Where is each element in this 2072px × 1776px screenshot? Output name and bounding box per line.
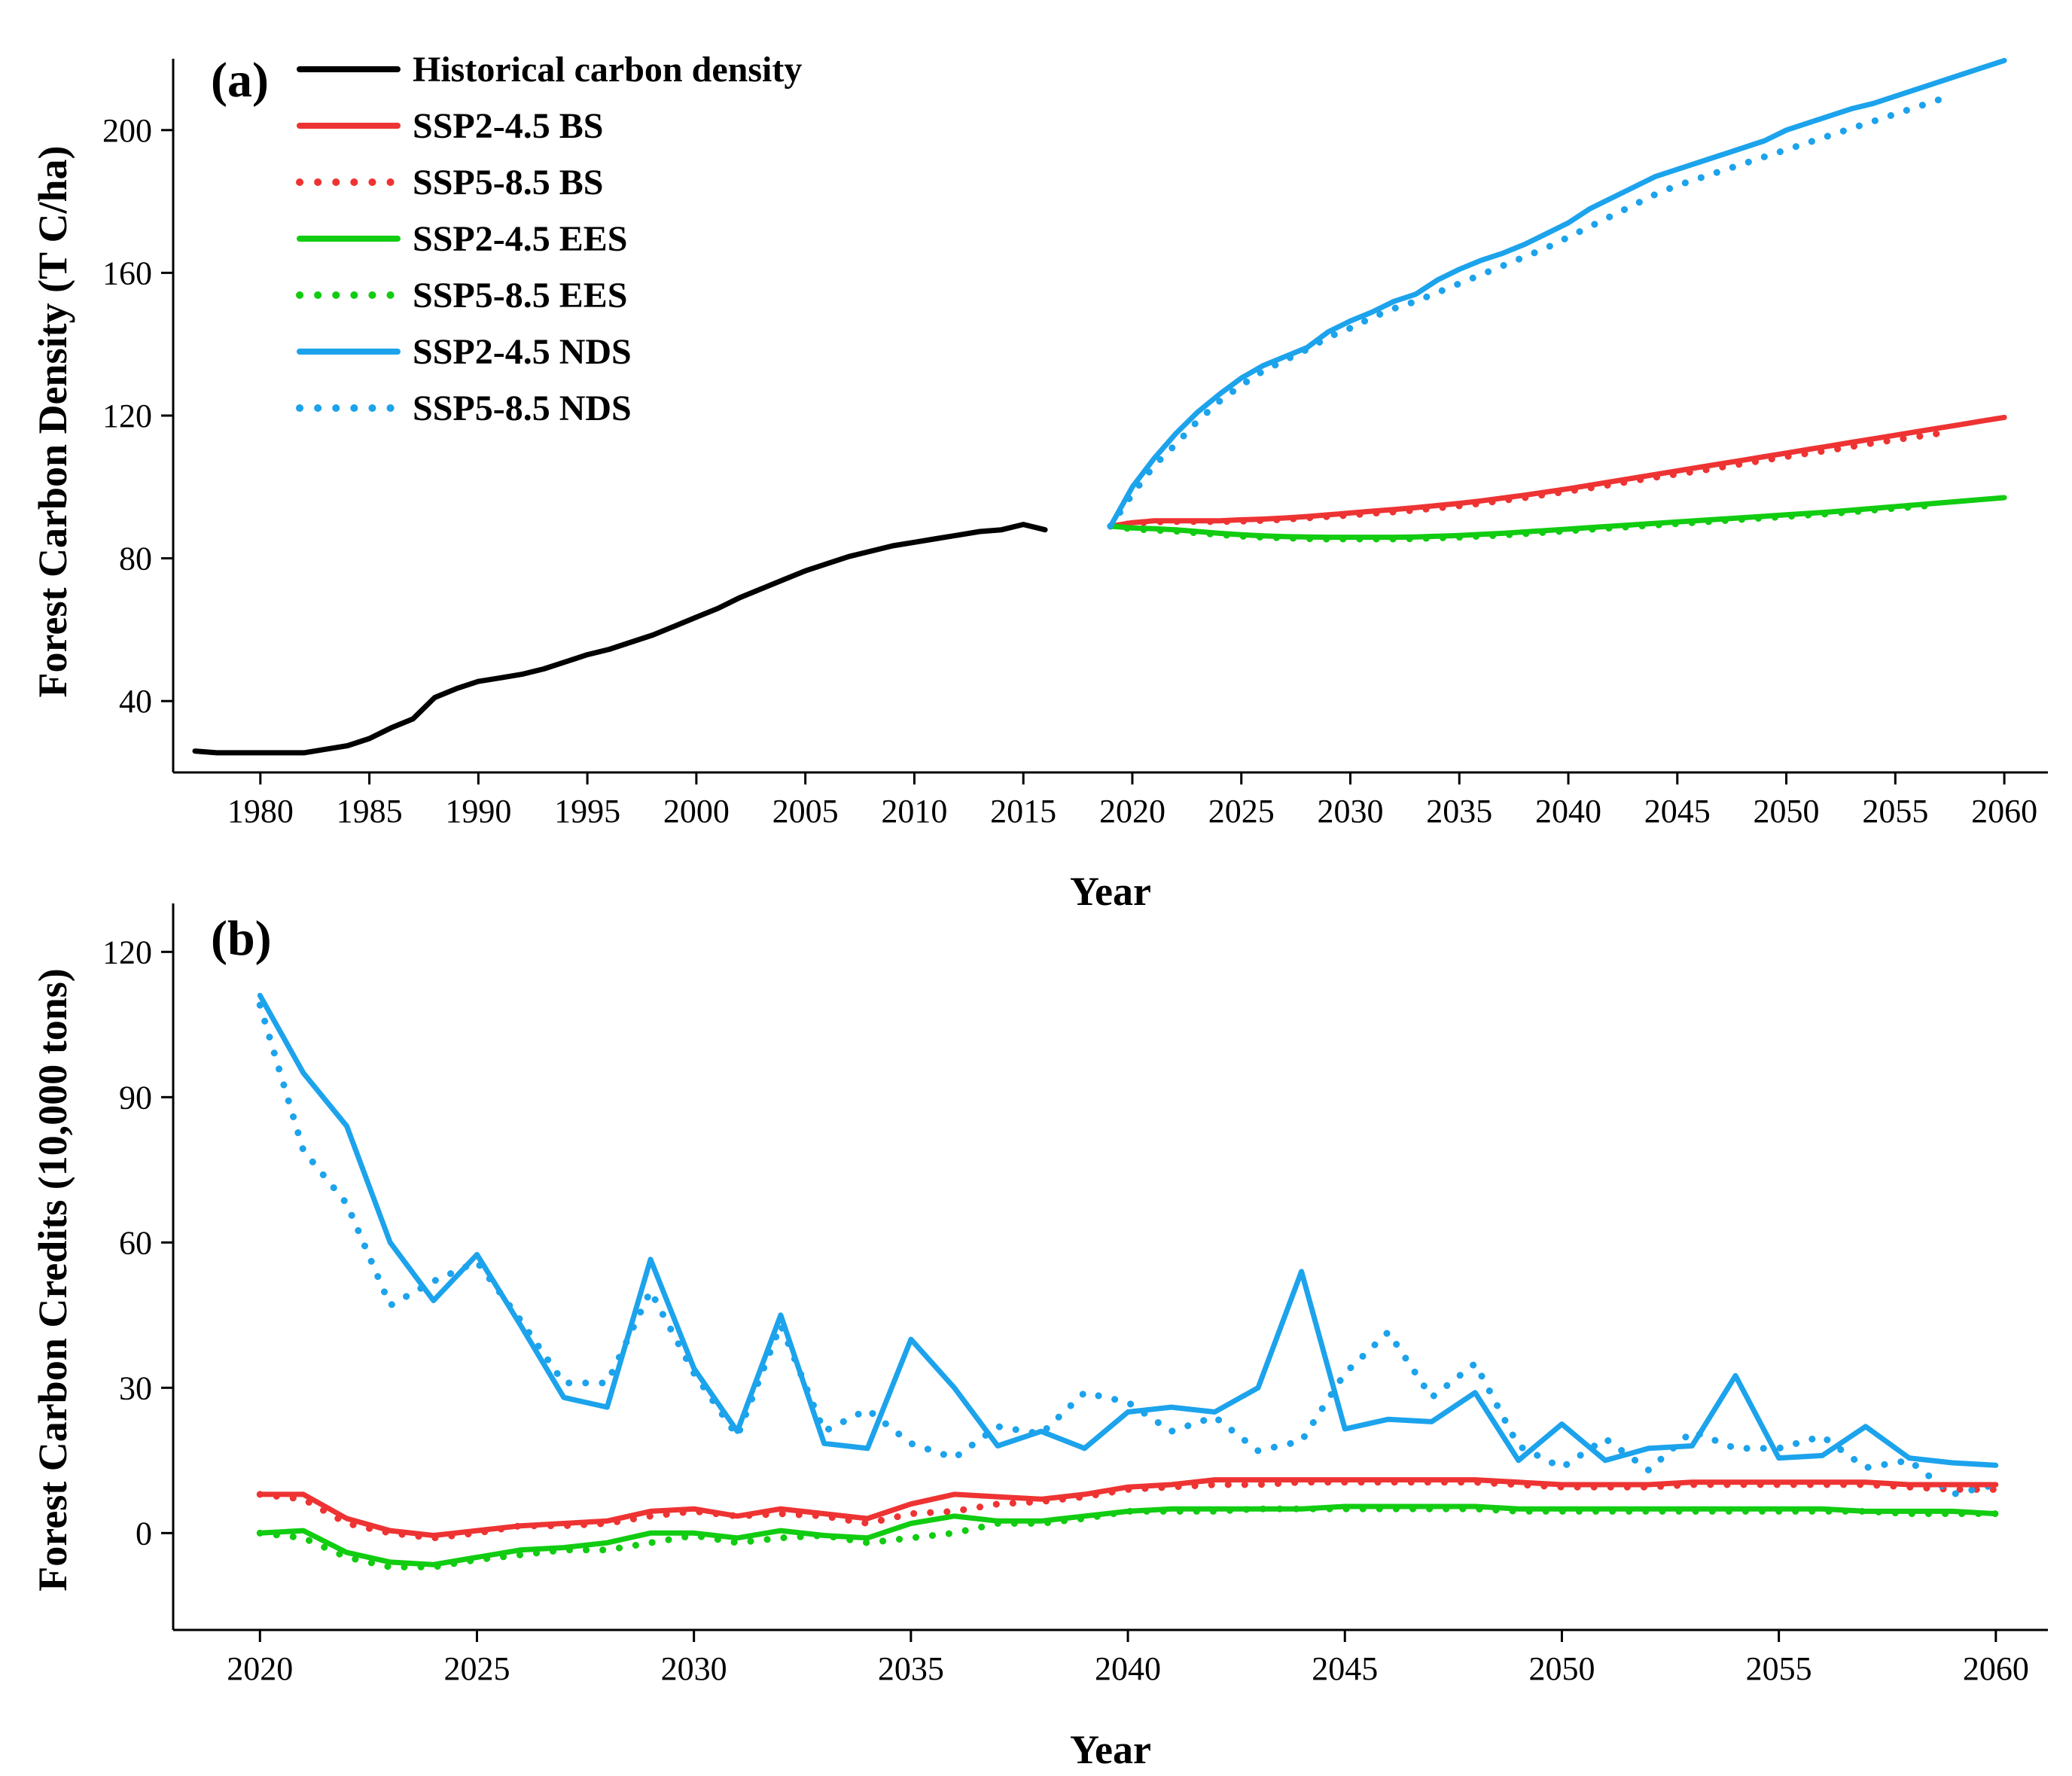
panel-a-y-tick-label: 200 — [102, 112, 152, 149]
panel-a-y-tick-label: 120 — [102, 398, 152, 434]
panel-a-y-ticks: 40 80 120 160 200 — [102, 112, 173, 720]
panel-a-x-tick-label: 2005 — [772, 793, 839, 830]
panel-a-x-tick-label: 1990 — [445, 793, 511, 830]
panel-a-x-tick-label: 1980 — [227, 793, 294, 830]
panel-b-x-tick-label: 2060 — [1963, 1650, 2029, 1687]
panel-a-x-tick-label: 2025 — [1208, 793, 1275, 830]
panel-a-x-tick-label: 2000 — [663, 793, 730, 830]
legend-label-ssp5-8-5-nds: SSP5-8.5 NDS — [413, 388, 632, 428]
panel-a-x-tick-label: 2050 — [1754, 793, 1820, 830]
panel-b-x-axis-title: Year — [1070, 1727, 1151, 1772]
panel-b-y-axis-title: Forest Carbon Credits (10,000 tons) — [30, 968, 75, 1591]
panel-b-y-tick-label: 30 — [119, 1369, 152, 1406]
panel-b-series — [256, 992, 2000, 1570]
panel-a-series — [192, 57, 2007, 756]
panel-a-x-tick-label: 2020 — [1099, 793, 1166, 830]
panel-b-y-tick-label: 120 — [102, 934, 152, 970]
panel-b-axes — [172, 903, 2048, 1631]
panel-b-y-tick-label: 60 — [119, 1224, 152, 1261]
panel-a-x-tick-label: 1995 — [554, 793, 620, 830]
panel-a-x-tick-label: 2055 — [1862, 793, 1928, 830]
panel-a-series-ssp2-4-5-bs — [1108, 414, 2007, 529]
panel-a-x-ticks: 1980 1985 1990 1995 2000 2005 2010 2015 2020 2025… — [227, 772, 2037, 830]
panel-b-x-ticks: 2020 2025 2030 2035 2040 2045 2050 2055 2060 — [227, 1630, 2029, 1687]
panel-a-carbon-density-chart: 1980 1985 1990 1995 2000 2005 2010 2015 2020 2025… — [30, 50, 2048, 914]
panel-a-x-axis-title: Year — [1070, 869, 1151, 914]
panel-b-x-tick-label: 2035 — [878, 1650, 944, 1687]
panel-a-label: (a) — [211, 53, 269, 108]
legend-item-ssp5-8-5-bs: SSP5-8.5 BS — [296, 163, 603, 203]
legend-item-historical-carbon-density: Historical carbon density — [297, 50, 802, 90]
panel-b-x-tick-label: 2030 — [661, 1650, 727, 1687]
panel-b-series-ssp5-8-5-ees — [256, 1505, 2000, 1570]
legend-label-historical-carbon-density: Historical carbon density — [413, 50, 802, 90]
panel-a-legend: Historical carbon density SSP2-4.5 BS SSP5… — [296, 50, 802, 428]
legend-label-ssp5-8-5-bs: SSP5-8.5 BS — [413, 163, 603, 203]
panel-b-y-ticks: 0 30 60 90 120 — [102, 934, 173, 1552]
panel-a-x-tick-label: 2035 — [1426, 793, 1492, 830]
legend-item-ssp5-8-5-nds: SSP5-8.5 NDS — [296, 388, 632, 428]
panel-a-x-tick-label: 2030 — [1317, 793, 1383, 830]
panel-a-y-tick-label: 160 — [102, 254, 152, 291]
panel-b-carbon-credits-chart: 2020 2025 2030 2035 2040 2045 2050 2055 2060 0 30… — [30, 903, 2048, 1772]
panel-a-series-ssp2-4-5-nds — [1108, 57, 2007, 529]
panel-a-series-ssp2-4-5-ees — [1108, 495, 2007, 541]
panel-b-label: (b) — [211, 911, 272, 966]
panel-a-x-tick-label: 2010 — [881, 793, 947, 830]
panel-b-series-ssp2-4-5-nds — [257, 992, 1999, 1468]
legend-label-ssp2-4-5-ees: SSP2-4.5 EES — [413, 219, 627, 259]
panel-a-y-axis-title: Forest Carbon Density (T C/ha) — [30, 145, 75, 697]
legend-item-ssp5-8-5-ees: SSP5-8.5 EES — [296, 276, 627, 315]
panel-b-x-tick-label: 2025 — [443, 1650, 510, 1687]
legend-label-ssp2-4-5-bs: SSP2-4.5 BS — [413, 106, 603, 146]
panel-a-x-tick-label: 2060 — [1971, 793, 2037, 830]
panel-b-y-tick-label: 0 — [136, 1515, 152, 1552]
panel-a-y-tick-label: 80 — [119, 541, 152, 577]
panel-b-x-tick-label: 2040 — [1095, 1650, 1161, 1687]
panel-a-series-ssp5-8-5-nds — [1107, 96, 1942, 530]
legend-label-ssp5-8-5-ees: SSP5-8.5 EES — [413, 276, 627, 315]
panel-b-x-tick-label: 2045 — [1312, 1650, 1378, 1687]
panel-a-y-tick-label: 40 — [119, 683, 152, 720]
panel-a-x-tick-label: 2045 — [1644, 793, 1711, 830]
panel-b-x-tick-label: 2020 — [227, 1650, 293, 1687]
legend-item-ssp2-4-5-ees: SSP2-4.5 EES — [297, 219, 627, 259]
panel-a-x-tick-label: 2040 — [1535, 793, 1601, 830]
legend-item-ssp2-4-5-nds: SSP2-4.5 NDS — [297, 332, 632, 372]
panel-b-series-ssp2-4-5-bs — [257, 1477, 1999, 1538]
panel-b-y-tick-label: 90 — [119, 1079, 152, 1116]
panel-b-x-tick-label: 2050 — [1528, 1650, 1595, 1687]
panel-b-x-tick-label: 2055 — [1746, 1650, 1812, 1687]
panel-a-series-historical-carbon-density — [192, 522, 1048, 756]
legend-item-ssp2-4-5-bs: SSP2-4.5 BS — [297, 106, 603, 146]
panel-a-x-tick-label: 2015 — [990, 793, 1056, 830]
panel-b-series-ssp2-4-5-ees — [257, 1503, 1999, 1567]
panel-a-x-tick-label: 1985 — [337, 793, 403, 830]
legend-label-ssp2-4-5-nds: SSP2-4.5 NDS — [413, 332, 632, 372]
panel-b-series-ssp5-8-5-nds — [256, 1001, 2000, 1498]
